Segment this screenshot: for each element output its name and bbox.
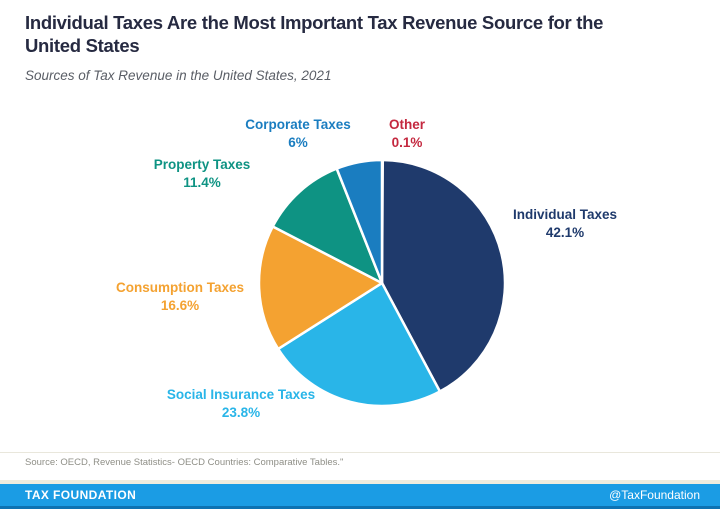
page-title: Individual Taxes Are the Most Important …: [25, 12, 604, 56]
slice-label-corporate-taxes: Corporate Taxes 6%: [218, 116, 378, 151]
slice-label-value: 42.1%: [545, 224, 585, 240]
slice-label-text: Social Insurance Taxes: [166, 387, 316, 402]
slice-label-text: Corporate Taxes: [245, 117, 351, 132]
slice-label-value: 23.8%: [221, 404, 261, 420]
slice-label-value: 11.4%: [183, 174, 221, 190]
slice-label-other: Other 0.1%: [362, 116, 452, 151]
pie-slice-social-insurance-taxes: [276, 281, 442, 408]
slice-label-value: 16.6%: [160, 297, 200, 313]
slice-label-text: Other: [388, 117, 425, 132]
pie-slice-consumption-taxes: [257, 225, 384, 351]
source-note: Source: OECD, Revenue Statistics- OECD C…: [25, 457, 344, 468]
divider: [0, 452, 720, 453]
twitter-handle: @TaxFoundation: [609, 488, 700, 502]
footer-divider: [0, 480, 720, 484]
slice-label-value: 6%: [288, 134, 308, 150]
slice-label-text: Property Taxes: [153, 157, 251, 172]
pie-chart: Corporate Taxes 6% Other 0.1% Property T…: [0, 100, 720, 440]
pie-svg: [257, 158, 507, 408]
slice-label-text: Individual Taxes: [512, 207, 618, 222]
pie-slice-corporate-taxes: [335, 158, 384, 285]
pie-slice-individual-taxes: [380, 158, 507, 393]
footer-bar: TAX FOUNDATION @TaxFoundation: [0, 484, 720, 509]
slice-label-text: Consumption Taxes: [115, 280, 244, 295]
chart-subtitle: Sources of Tax Revenue in the United Sta…: [25, 68, 332, 83]
brand-logo-text: TAX FOUNDATION: [25, 488, 137, 502]
slice-label-social-insurance-taxes: Social Insurance Taxes 23.8%: [131, 386, 351, 421]
slice-label-property-taxes: Property Taxes 11.4%: [122, 156, 282, 191]
pie-slice-property-taxes: [271, 167, 384, 285]
slice-label-individual-taxes: Individual Taxes 42.1%: [480, 206, 650, 241]
slice-label-value: 0.1%: [391, 134, 423, 150]
slice-label-consumption-taxes: Consumption Taxes 16.6%: [90, 279, 270, 314]
